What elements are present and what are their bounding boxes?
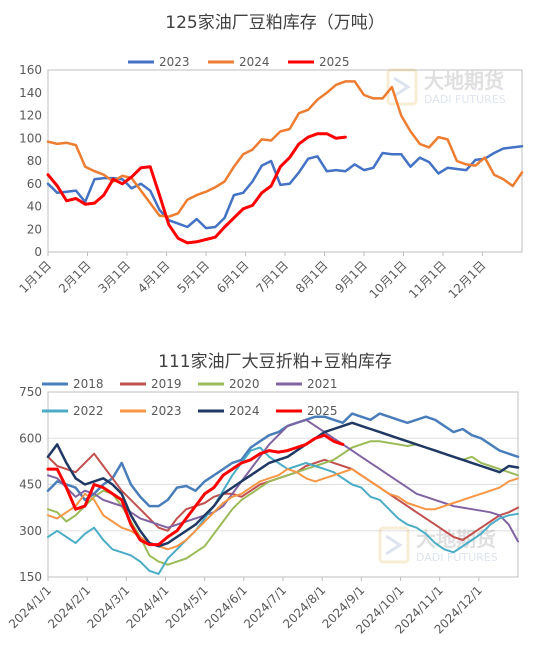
- chart2-y-tick-label: 300: [19, 524, 42, 538]
- chart1-legend-label-2024: 2024: [239, 55, 270, 69]
- chart1-y-tick-label: 160: [19, 63, 42, 77]
- chart1-y-tick-label: 20: [27, 222, 42, 236]
- chart2-series-2022-line: [47, 446, 519, 575]
- chart2-legend-label-2023: 2023: [151, 404, 182, 418]
- chart1-x-tick-label: 3月1日: [95, 258, 133, 296]
- chart1-y-tick-label: 60: [27, 177, 42, 191]
- chart2-legend-label-2019: 2019: [151, 377, 182, 391]
- chart1-x-tick-label: 1月1日: [16, 258, 54, 296]
- watermark-en-text: DADI FUTURES: [416, 551, 498, 564]
- chart1-y-tick-label: 120: [19, 109, 42, 123]
- chart1-x-tick-label: 11月1日: [406, 258, 449, 301]
- chart1-x-tick-label: 6月1日: [214, 258, 252, 296]
- watermark-en-text: DADI FUTURES: [424, 93, 506, 106]
- chart1-title: 125家油厂豆粕库存（万吨）: [165, 13, 385, 33]
- chart1-series-2024-line: [46, 80, 524, 218]
- chart1-x-tick-label: 9月1日: [332, 258, 370, 296]
- chart1-series-2023-line: [46, 144, 524, 230]
- chart2-legend-label-2018: 2018: [73, 377, 104, 391]
- chart1-x-tick-label: 12月1日: [446, 258, 489, 301]
- chart1-x-tick-label: 10月1日: [367, 258, 410, 301]
- chart2-series-2024-line: [46, 421, 520, 548]
- watermark-cn-text: 大地期货: [424, 69, 504, 93]
- chart1-y-tick-label: 140: [19, 86, 42, 100]
- chart1-x-tick-label: 2月1日: [56, 258, 94, 296]
- chart2-title: 111家油厂大豆折粕+豆粕库存: [158, 352, 392, 372]
- chart2-y-tick-label: 600: [19, 431, 42, 445]
- chart2-legend-label-2020: 2020: [229, 377, 260, 391]
- chart1-x-tick-label: 4月1日: [135, 258, 173, 296]
- chart1-series-2025-line: [46, 132, 347, 245]
- chart2-legend-label-2024: 2024: [229, 404, 260, 418]
- chart2-series-2023-line: [47, 468, 519, 551]
- chart2-series-2018-line: [46, 412, 520, 508]
- chart2-legend-label-2022: 2022: [73, 404, 104, 418]
- chart2-legend-label-2021: 2021: [307, 377, 338, 391]
- chart2-series-2025-line: [46, 433, 345, 547]
- chart1-x-tick-label: 5月1日: [174, 258, 212, 296]
- chart1-y-tick-label: 0: [34, 245, 42, 259]
- chart1-legend-label-2023: 2023: [159, 55, 190, 69]
- chart1-x-tick-label: 7月1日: [253, 258, 291, 296]
- chart1-x-tick-label: 8月1日: [293, 258, 331, 296]
- chart2-y-tick-label: 750: [19, 385, 42, 399]
- chart2-legend-label-2025: 2025: [307, 404, 338, 418]
- chart2-y-tick-label: 150: [19, 570, 42, 584]
- chart1-y-tick-label: 100: [19, 131, 42, 145]
- chart1-y-tick-label: 80: [27, 154, 42, 168]
- chart1-y-tick-label: 40: [27, 200, 42, 214]
- chart1-legend-label-2025: 2025: [319, 55, 350, 69]
- chart2-y-tick-label: 450: [19, 478, 42, 492]
